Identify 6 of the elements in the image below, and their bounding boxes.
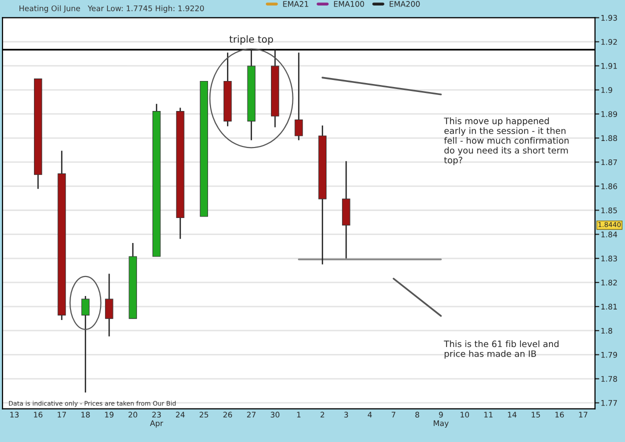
annotation: This move up happened early in the session - it then fell - how much confirmation do you need its a short term top? — [444, 117, 569, 166]
annotation: This is the 61 fib level and price has made an IB — [444, 340, 559, 359]
candlestick — [294, 52, 303, 141]
annotation: triple top — [229, 35, 274, 45]
candlestick — [81, 295, 90, 394]
candlestick — [105, 273, 114, 338]
